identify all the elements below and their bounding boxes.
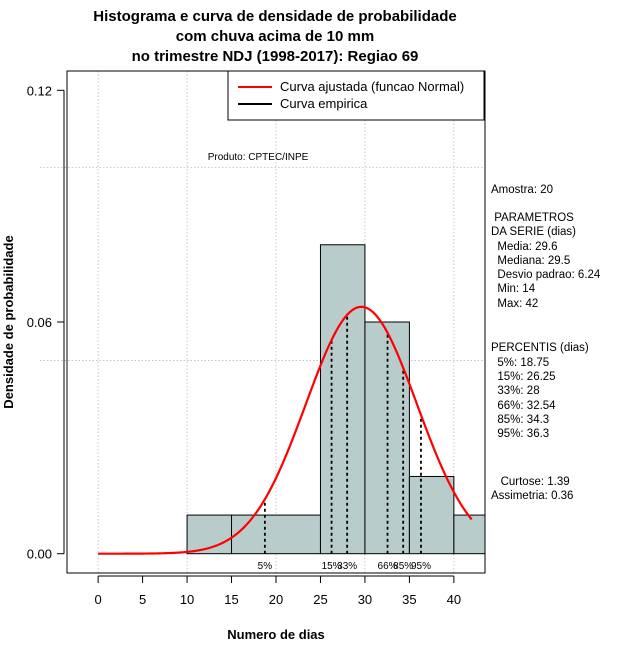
grid-lines [40, 71, 485, 573]
percentile-label: 66% [378, 561, 398, 572]
x-tick-label: 15 [224, 592, 238, 607]
histogram-bar [453, 514, 486, 555]
product-note: Produto: CPTEC/INPE [208, 152, 309, 163]
x-tick-label: 5 [139, 592, 146, 607]
percentile-label: 85% [393, 561, 413, 572]
y-tick-label: 0.00 [27, 547, 52, 562]
legend: Curva ajustada (funcao Normal) Curva emp… [227, 70, 485, 121]
param-sd: Desvio padrao: 6.24 [491, 269, 601, 281]
percentile-lines: 5% 15%33% 66%85%95% [258, 314, 431, 572]
chart-title-line-3: no trimestre NDJ (1998-2017): Regiao 69 [132, 48, 419, 65]
legend-label-normal: Curva ajustada (funcao Normal) [280, 79, 464, 94]
y-axis: 0.00 0.06 0.12 [27, 83, 65, 562]
params-subtitle: DA SERIE (dias) [491, 226, 576, 238]
y-axis-label: Densidade de probabilidade [1, 235, 16, 408]
x-axis-label: Numero de dias [227, 627, 325, 642]
x-tick-label: 10 [180, 592, 194, 607]
x-tick-label: 40 [447, 592, 461, 607]
histogram-bar [408, 475, 455, 555]
normal-curve [98, 305, 473, 555]
histogram-bar [231, 514, 321, 555]
param-max: Max: 42 [491, 298, 538, 310]
y-tick-label: 0.12 [27, 83, 52, 98]
param-mean: Media: 29.6 [491, 241, 557, 253]
histogram-bar [319, 244, 366, 555]
param-median: Mediana: 29.5 [491, 255, 570, 267]
param-min: Min: 14 [491, 283, 536, 295]
y-tick-label: 0.06 [27, 315, 52, 330]
sample-size: Amostra: 20 [491, 184, 553, 196]
legend-box [227, 70, 485, 121]
percentil-66: 66%: 32.54 [491, 400, 556, 412]
x-tick-label: 0 [95, 592, 102, 607]
percentile-label: 95% [411, 561, 431, 572]
x-axis: 0 5 10 15 20 25 30 35 40 [95, 575, 461, 607]
kurtosis: Curtose: 1.39 [491, 476, 570, 488]
percentil-85: 85%: 34.3 [491, 414, 549, 426]
params-title: PARAMETROS [491, 212, 574, 224]
x-tick-label: 25 [313, 592, 327, 607]
percentil-33: 33%: 28 [491, 385, 540, 397]
histogram-bars [186, 244, 486, 555]
chart-title-line-1: Histograma e curva de densidade de proba… [93, 8, 456, 25]
percentile-label: 5% [258, 561, 273, 572]
percentile-label: 15% [322, 561, 342, 572]
percentil-95: 95%: 36.3 [491, 428, 549, 440]
percentis-title: PERCENTIS (dias) [491, 342, 589, 354]
skewness: Assimetria: 0.36 [491, 490, 573, 502]
chart-title-line-2: com chuva acima de 10 mm [176, 28, 374, 45]
x-tick-label: 20 [269, 592, 283, 607]
legend-label-empirical: Curva empirica [280, 96, 368, 111]
x-tick-label: 30 [358, 592, 372, 607]
stats-panel: Amostra: 20 PARAMETROS DA SERIE (dias) M… [491, 184, 601, 502]
percentil-15: 15%: 26.25 [491, 371, 556, 383]
x-tick-label: 35 [402, 592, 416, 607]
percentile-label: 33% [337, 561, 357, 572]
percentil-5: 5%: 18.75 [491, 357, 549, 369]
